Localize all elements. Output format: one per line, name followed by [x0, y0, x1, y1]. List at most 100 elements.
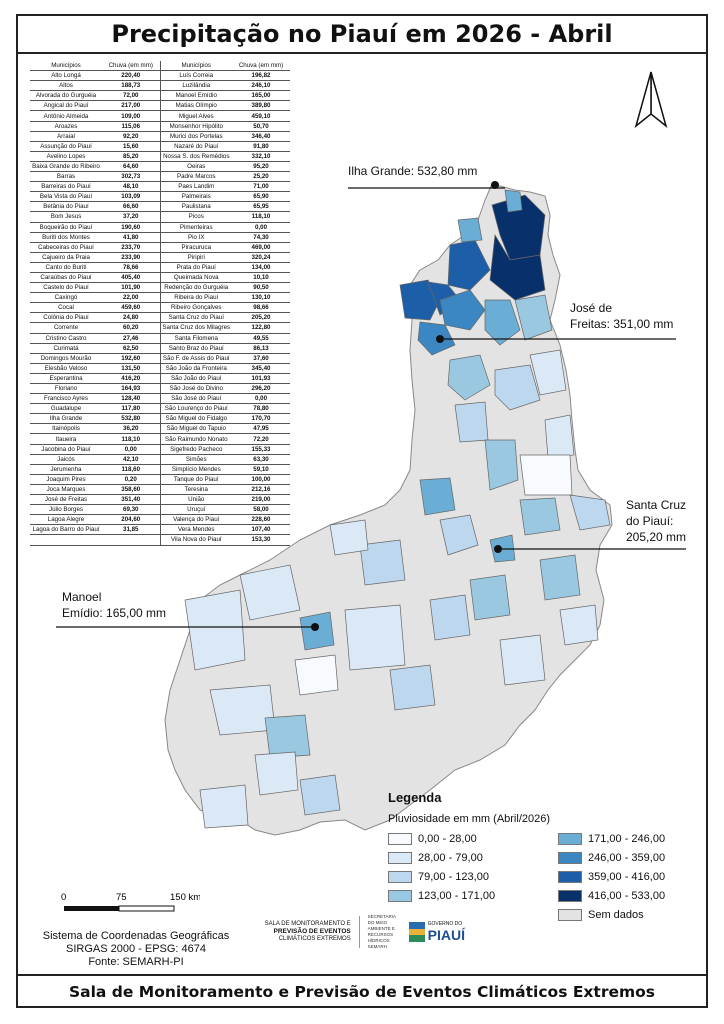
municipio-name: Lagoa do Barro do Piauí — [30, 524, 102, 536]
table-row: Altos 188,73 Luzilândia 246,10 — [30, 80, 290, 92]
legend-label: 28,00 - 79,00 — [418, 851, 483, 864]
municipality-center-e — [544, 414, 575, 459]
table-row: Domingos Mourão 192,60 São F. de Assis do … — [30, 353, 290, 364]
chuva-value: 42,10 — [102, 454, 160, 465]
municipio-name: Ribeiro Gonçalves — [159, 302, 232, 314]
rainfall-table: Municípios Chuva (em mm) Municípios Chuv… — [30, 61, 290, 546]
chuva-value: 320,24 — [232, 252, 290, 263]
municipality-east-d — [559, 604, 599, 646]
chuva-value: 78,66 — [102, 262, 160, 273]
municipality-south-c — [499, 634, 546, 686]
municipio-name: São João da Fronteira — [159, 363, 232, 374]
chuva-value: 92,20 — [102, 131, 160, 142]
col-header-chuva: Chuva (em mm) — [102, 61, 160, 72]
municipality-center-f — [519, 454, 573, 496]
chuva-value: 47,95 — [232, 423, 290, 435]
municipality-south-d — [389, 664, 436, 711]
chuva-value: 0,00 — [232, 393, 290, 405]
legend-swatch — [558, 851, 582, 864]
municipio-name: Aroazes — [30, 121, 102, 132]
table-row: Caxingó 22,00 Ribeira do Piauí 130,10 — [30, 292, 290, 304]
chuva-value: 228,60 — [232, 514, 290, 526]
table-row: Júlio Borges 69,30 Uruçuí 58,00 — [30, 504, 290, 516]
municipio-name: Avelino Lopes — [30, 151, 102, 162]
municipality-south-a — [469, 574, 511, 621]
municipio-name: Nossa S. dos Remédios — [159, 151, 232, 162]
municipio-name: Corrente — [30, 322, 102, 334]
chuva-value: 86,13 — [232, 343, 290, 354]
table-row: Jerumenha 118,60 Simplício Mendes 59,10 — [30, 464, 290, 475]
municipio-name: Guadalupe — [30, 403, 102, 415]
legend-items: 0,00 - 28,00 171,00 - 246,00 28,00 - 79,00… — [388, 831, 688, 922]
municipio-name: Floriano — [30, 383, 102, 395]
legend-label: Sem dados — [588, 908, 644, 921]
chuva-value: 10,10 — [232, 272, 290, 284]
chuva-value: 459,10 — [232, 110, 290, 122]
municipality-north-a — [504, 189, 523, 213]
municipality-west-d — [344, 604, 406, 671]
chuva-value: 101,93 — [232, 373, 290, 385]
municipio-name: Palmeirais — [159, 191, 232, 203]
municipality-east-c — [539, 554, 581, 601]
chuva-value: 188,73 — [102, 80, 160, 92]
table-row: Curimatá 62,50 Santo Braz do Piauí 86,13 — [30, 343, 290, 354]
chuva-value: 103,09 — [102, 191, 160, 203]
table-row: Aroazes 115,06 Monsenhor Hipólito 50,70 — [30, 121, 290, 132]
municipio-name: Curimatá — [30, 343, 102, 354]
chuva-value: 71,00 — [232, 181, 290, 193]
legend-swatch — [388, 832, 412, 845]
scale-bar-graphic: 0 75 150 km — [61, 892, 201, 912]
chuva-value: 69,30 — [102, 504, 160, 516]
chuva-value: 459,60 — [102, 302, 160, 314]
municipality-manoel-emidio — [299, 611, 335, 651]
chuva-value: 59,10 — [232, 464, 290, 475]
municipio-name: Domingos Mourão — [30, 353, 102, 364]
municipio-name: São Miguel do Tapuio — [159, 423, 232, 435]
municipio-name: Barras — [30, 171, 102, 183]
table-row: Joca Marques 358,60 Teresina 212,16 — [30, 484, 290, 496]
municipio-name: Paulistana — [159, 201, 232, 213]
municipio-name: Angical do Piauí — [30, 100, 102, 112]
table-row: José de Freitas 351,40 União 219,00 — [30, 494, 290, 506]
municipio-name: Alto Longá — [30, 70, 102, 82]
chuva-value: 109,00 — [102, 110, 160, 122]
municipio-name: Cocal — [30, 302, 102, 314]
chuva-value: 72,00 — [102, 90, 160, 102]
table-row: Caraúbas do Piauí 405,40 Queimada Nova 10,1… — [30, 272, 290, 284]
municipio-name: Teresina — [159, 484, 232, 496]
municipio-name: Sigefredo Pacheco — [159, 444, 232, 455]
chuva-value: 122,80 — [232, 322, 290, 334]
chuva-value: 164,93 — [102, 383, 160, 395]
municipio-name: Matias Olímpio — [159, 100, 232, 112]
municipio-name: União — [159, 494, 232, 506]
chuva-value: 85,20 — [102, 151, 160, 162]
legend-item: 416,00 - 533,00 — [558, 888, 688, 903]
chuva-value: 25,20 — [232, 171, 290, 183]
table-row: Buriti dos Montes 41,80 Pio IX 74,30 — [30, 232, 290, 243]
table-row: Bela Vista do Piauí 103,09 Palmeirais 65,90 — [30, 191, 290, 203]
table-row: Lagoa Alegre 204,60 Valença do Piauí 228,60 — [30, 514, 290, 526]
chuva-value: 0,20 — [102, 474, 160, 485]
municipio-name: Júlio Borges — [30, 504, 102, 516]
municipality-miguel-alves — [399, 279, 441, 321]
chuva-value: 131,50 — [102, 363, 160, 374]
municipio-name: Elesbão Veloso — [30, 363, 102, 374]
chuva-value: 27,46 — [102, 333, 160, 344]
chuva-value: 118,60 — [102, 464, 160, 475]
municipio-name: Pio IX — [159, 232, 232, 243]
municipio-name: Piripiri — [159, 252, 232, 263]
municipio-name: Antônio Almeida — [30, 110, 102, 122]
table-row: Betânia do Piauí 66,60 Paulistana 65,95 — [30, 201, 290, 213]
chuva-value: 50,70 — [232, 121, 290, 132]
chuva-value: 204,60 — [102, 514, 160, 526]
chuva-value: 469,00 — [232, 242, 290, 253]
callout-ilha-grande: Ilha Grande: 532,80 mm — [348, 164, 478, 178]
table-row: Antônio Almeida 109,00 Miguel Alves 459,10 — [30, 110, 290, 122]
chuva-value: 416,20 — [102, 373, 160, 385]
chuva-value: 405,40 — [102, 272, 160, 284]
chuva-value: 532,80 — [102, 413, 160, 425]
scale-bar: 0 75 150 km — [60, 890, 201, 919]
north-arrow-icon — [634, 71, 668, 129]
municipio-name: Prata do Piauí — [159, 262, 232, 273]
chuva-value: 233,70 — [102, 242, 160, 253]
